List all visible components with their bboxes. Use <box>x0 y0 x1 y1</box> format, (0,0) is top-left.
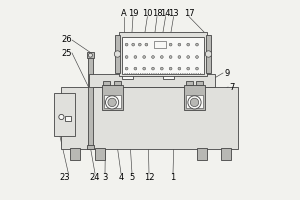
Bar <box>122 73 133 79</box>
Circle shape <box>187 43 190 46</box>
Text: 5: 5 <box>129 172 135 182</box>
Bar <box>186 81 193 85</box>
Circle shape <box>205 51 212 57</box>
Circle shape <box>114 51 121 57</box>
Text: 13: 13 <box>168 8 179 18</box>
Text: 23: 23 <box>59 172 70 182</box>
Bar <box>89 74 215 87</box>
Circle shape <box>169 67 172 70</box>
Bar <box>206 35 211 73</box>
Bar <box>102 85 123 110</box>
Text: 12: 12 <box>144 172 154 182</box>
Circle shape <box>160 67 163 70</box>
Circle shape <box>143 67 145 70</box>
Circle shape <box>196 56 198 58</box>
Bar <box>64 116 71 121</box>
Bar <box>196 81 203 85</box>
Circle shape <box>138 43 141 46</box>
Text: 24: 24 <box>90 172 100 182</box>
Bar <box>184 85 205 110</box>
Circle shape <box>169 56 172 58</box>
Circle shape <box>187 56 190 58</box>
Bar <box>154 41 166 48</box>
Circle shape <box>178 67 181 70</box>
Circle shape <box>145 43 148 46</box>
Circle shape <box>59 114 64 120</box>
Text: 4: 4 <box>118 172 124 182</box>
Circle shape <box>178 56 181 58</box>
Circle shape <box>187 67 190 70</box>
Bar <box>87 52 94 58</box>
Circle shape <box>125 43 128 46</box>
Bar <box>88 54 93 148</box>
Circle shape <box>106 96 119 109</box>
Bar <box>61 87 238 149</box>
Circle shape <box>132 43 135 46</box>
Text: 10: 10 <box>142 8 153 18</box>
Circle shape <box>160 56 163 58</box>
Text: 1: 1 <box>170 172 175 182</box>
Text: 17: 17 <box>184 8 194 18</box>
Text: 26: 26 <box>62 36 72 45</box>
Bar <box>103 81 110 85</box>
Bar <box>103 95 121 108</box>
Circle shape <box>125 56 128 58</box>
Bar <box>221 148 231 160</box>
Bar <box>70 148 80 160</box>
Circle shape <box>196 67 198 70</box>
Circle shape <box>108 98 116 107</box>
Bar <box>119 32 207 76</box>
Circle shape <box>125 67 128 70</box>
Text: 14: 14 <box>160 8 171 18</box>
Bar <box>186 95 203 108</box>
Circle shape <box>188 96 201 109</box>
Circle shape <box>169 43 172 46</box>
Text: 7: 7 <box>229 83 235 92</box>
Text: 19: 19 <box>128 8 138 18</box>
Circle shape <box>196 43 198 46</box>
Text: 18: 18 <box>152 8 162 18</box>
Bar <box>114 81 121 85</box>
Text: 25: 25 <box>62 48 72 58</box>
Circle shape <box>134 56 137 58</box>
Circle shape <box>152 56 154 58</box>
Circle shape <box>178 43 181 46</box>
Bar <box>87 145 94 149</box>
Text: 3: 3 <box>102 172 108 182</box>
Bar <box>122 37 204 74</box>
Circle shape <box>134 67 137 70</box>
Bar <box>115 35 120 73</box>
Bar <box>54 93 75 136</box>
Circle shape <box>143 56 145 58</box>
Circle shape <box>152 67 154 70</box>
Text: 9: 9 <box>224 68 230 77</box>
Bar <box>95 148 105 160</box>
Bar <box>197 148 207 160</box>
Bar <box>163 73 174 79</box>
Circle shape <box>88 53 92 57</box>
Text: A: A <box>121 8 127 18</box>
Circle shape <box>190 98 199 107</box>
